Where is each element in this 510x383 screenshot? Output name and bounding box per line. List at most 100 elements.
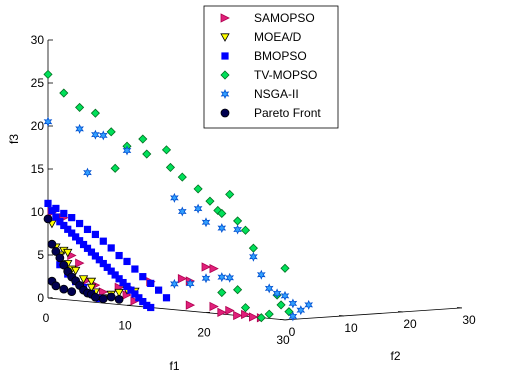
data-point: [201, 262, 211, 272]
data-point: [288, 311, 298, 322]
data-point: [75, 102, 85, 112]
data-point: [75, 258, 85, 268]
data-point: [114, 295, 124, 304]
x-tick-label: 20: [197, 326, 211, 340]
data-point: [209, 301, 219, 312]
data-point: [43, 116, 53, 127]
data-point: [95, 256, 103, 264]
y-tick-label: 0: [289, 325, 296, 339]
y-tick-label: 10: [344, 321, 358, 335]
data-point: [147, 303, 155, 312]
data-point: [107, 267, 115, 275]
data-point: [248, 243, 258, 253]
data-point: [60, 209, 68, 218]
data-point: [122, 145, 132, 156]
data-point: [185, 278, 195, 289]
data-point: [288, 298, 298, 309]
data-point: [98, 130, 108, 141]
data-point: [91, 292, 100, 302]
data-point: [86, 277, 97, 287]
legend-marker: [220, 13, 230, 23]
data-point: [193, 184, 203, 194]
data-point: [91, 252, 99, 260]
data-point: [256, 313, 266, 323]
data-point: [284, 307, 294, 317]
series-nsga-ii: [43, 116, 314, 322]
data-point: [78, 275, 89, 284]
data-point: [201, 217, 211, 228]
y-tick-label: 20: [403, 317, 417, 331]
x-tick-label: 0: [43, 311, 50, 325]
data-point: [233, 285, 243, 295]
data-point: [68, 214, 76, 222]
data-point: [185, 300, 196, 310]
series-pareto-front: [43, 214, 124, 304]
data-point: [131, 290, 139, 298]
data-point: [177, 206, 187, 217]
data-point: [107, 244, 115, 252]
data-point: [233, 310, 243, 321]
data-point: [43, 69, 53, 79]
data-marks: [43, 69, 314, 323]
data-point: [280, 263, 290, 273]
data-point: [56, 218, 64, 226]
data-point: [51, 247, 61, 256]
z-axis-label: f3: [7, 134, 21, 144]
legend-label: TV-MOPSO: [254, 68, 317, 82]
data-point: [296, 305, 306, 316]
data-point: [55, 253, 65, 263]
data-point: [123, 282, 131, 290]
y-axis-line: [284, 307, 463, 321]
z-tick-label: 15: [31, 162, 45, 176]
data-point: [59, 88, 69, 98]
data-point: [161, 145, 172, 155]
legend-marker: [220, 70, 230, 80]
data-point: [225, 189, 235, 199]
data-point: [264, 283, 274, 294]
legend-marker: [221, 52, 229, 60]
data-point: [91, 129, 100, 140]
legend-label: BMOPSO: [254, 49, 307, 63]
data-point: [217, 272, 227, 283]
data-point: [115, 251, 123, 260]
data-point: [70, 266, 81, 276]
data-point: [63, 248, 73, 258]
data-point: [233, 224, 242, 235]
data-point: [225, 305, 235, 316]
data-point: [209, 263, 219, 274]
data-point: [91, 230, 99, 239]
data-point: [135, 294, 143, 302]
legend-box: [203, 5, 339, 129]
x-tick-label: 10: [118, 318, 132, 332]
data-point: [59, 260, 69, 270]
data-point: [131, 265, 139, 273]
data-point: [119, 278, 127, 287]
data-point: [86, 283, 97, 293]
data-point: [83, 244, 92, 252]
z-tick-label: 25: [31, 76, 45, 90]
series-bmopso: [44, 199, 171, 312]
data-point: [142, 149, 152, 159]
data-point: [76, 237, 84, 245]
legend-marker: [220, 89, 230, 99]
data-point: [76, 219, 84, 228]
data-point: [162, 294, 171, 302]
data-point: [127, 286, 135, 294]
legend-label: SAMOPSO: [254, 11, 315, 25]
data-point: [60, 221, 68, 230]
data-point: [139, 273, 147, 281]
data-point: [52, 204, 60, 213]
data-point: [83, 167, 92, 178]
legend-label: MOEA/D: [254, 30, 302, 44]
data-point: [72, 233, 80, 241]
data-point: [64, 225, 72, 233]
data-point: [99, 259, 107, 268]
data-point: [111, 271, 119, 279]
data-point: [106, 127, 116, 137]
data-point: [87, 248, 96, 256]
x-tick-label: 30: [276, 333, 290, 347]
data-point: [240, 225, 251, 235]
data-point: [68, 229, 76, 237]
data-point: [304, 299, 314, 310]
